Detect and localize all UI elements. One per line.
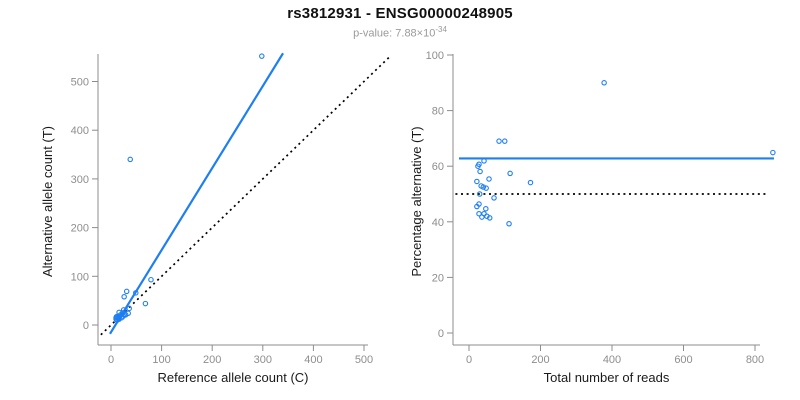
- figure-title: rs3812931 - ENSG00000248905: [287, 5, 513, 22]
- data-point: [125, 310, 131, 317]
- y-tick-label: 500: [71, 77, 89, 89]
- data-point: [477, 168, 483, 175]
- x-tick-label: 0: [108, 354, 114, 366]
- x-tick-label: 100: [152, 354, 170, 366]
- data-point: [491, 195, 497, 201]
- data-point: [118, 314, 125, 321]
- data-point: [483, 185, 489, 191]
- y-axis-title: Alternative allele count (T): [40, 126, 55, 277]
- data-point: [480, 184, 487, 190]
- x-tick-label: 300: [254, 354, 272, 366]
- data-point: [476, 210, 482, 217]
- y-tick-label: 400: [71, 125, 89, 137]
- data-point: [601, 80, 607, 86]
- data-point: [133, 290, 139, 296]
- x-tick-label: 400: [304, 354, 322, 366]
- data-point: [483, 205, 489, 212]
- x-tick-label: 600: [674, 354, 692, 366]
- y-tick-label: 0: [438, 328, 444, 340]
- data-point: [486, 176, 492, 182]
- data-point: [121, 294, 127, 300]
- data-point: [259, 53, 265, 59]
- y-tick-label: 20: [432, 272, 444, 284]
- data-point: [501, 138, 508, 144]
- x-tick-label: 200: [203, 354, 221, 366]
- right-scatter-panel: 0 200 400 600 800 0 20 40 60 80 100 Total number of…: [409, 50, 776, 385]
- data-point: [474, 178, 480, 185]
- y-tick-label: 80: [432, 106, 444, 118]
- y-tick-label: 60: [432, 161, 444, 173]
- data-point: [527, 179, 534, 186]
- x-tick-label: 200: [531, 354, 549, 366]
- left-scatter-panel: 0 100 200 300 400 500 0 100 200 300 400 500 Referenc…: [40, 52, 392, 385]
- x-tick-label: 500: [355, 354, 373, 366]
- pvalue-text: p-value: 7.88×10: [353, 27, 436, 40]
- figure-subtitle: p-value: 7.88×10-34: [0, 25, 800, 40]
- data-point: [496, 138, 502, 144]
- x-axis-title: Total number of reads: [544, 370, 670, 385]
- y-tick-label: 0: [83, 320, 89, 332]
- data-point: [148, 276, 154, 283]
- y-axis-title: Percentage alternative (T): [409, 126, 424, 276]
- reference-dotted-line: [100, 55, 392, 336]
- data-point: [475, 163, 481, 169]
- x-axis-title: Reference allele count (C): [157, 370, 308, 385]
- data-point: [126, 305, 132, 312]
- fit-line: [109, 52, 284, 335]
- data-point: [481, 158, 487, 164]
- data-point: [506, 220, 512, 227]
- y-tick-label: 200: [71, 223, 89, 235]
- pvalue-exponent: -34: [435, 25, 447, 34]
- data-point: [770, 149, 776, 156]
- data-point: [476, 191, 483, 197]
- x-tick-label: 0: [466, 354, 472, 366]
- y-tick-label: 100: [426, 50, 444, 62]
- data-point: [507, 170, 513, 177]
- y-tick-label: 40: [432, 217, 444, 229]
- x-tick-label: 400: [603, 354, 621, 366]
- data-point: [479, 214, 485, 220]
- data-point: [474, 203, 480, 210]
- data-point: [127, 156, 133, 163]
- data-point: [123, 288, 130, 295]
- data-point: [486, 215, 493, 221]
- y-tick-label: 300: [71, 174, 89, 186]
- data-point: [142, 300, 149, 307]
- x-tick-label: 800: [746, 354, 764, 366]
- y-tick-label: 100: [71, 271, 89, 283]
